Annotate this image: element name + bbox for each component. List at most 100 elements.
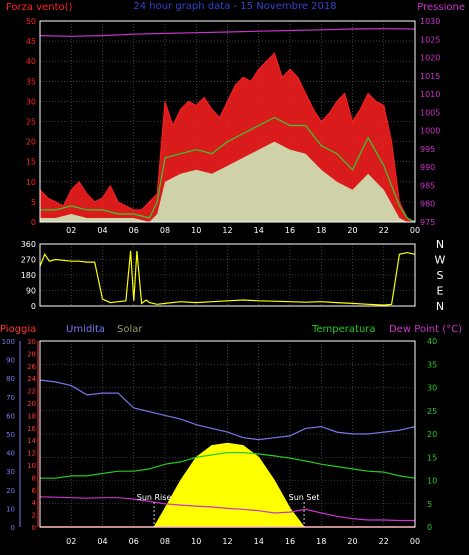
humidity-tick: 100 — [2, 338, 15, 346]
wind-panel-hour-tick: 12 — [222, 226, 232, 235]
rain-label: Pioggia — [0, 324, 36, 335]
temperature-label: Temperatura — [311, 324, 376, 335]
humidity-tick: 10 — [6, 505, 15, 513]
rain-tick: 28 — [27, 350, 36, 358]
wind-speed-tick: 35 — [26, 77, 36, 86]
rain-tick: 8 — [32, 474, 36, 482]
wind-panel-title: 24 hour graph data - 15 Novembre 2018 — [133, 1, 336, 12]
temperature-tick: 35 — [427, 360, 437, 369]
temperature-tick: 20 — [427, 430, 437, 439]
wind-speed-tick: 15 — [26, 158, 36, 167]
rain-tick: 6 — [32, 487, 37, 495]
wind-panel-hour-tick: 22 — [379, 226, 389, 235]
compass-label: W — [435, 254, 446, 267]
wind-panel-hour-tick: 02 — [66, 226, 76, 235]
wind-panel-hour-tick: 00 — [410, 226, 420, 235]
rain-tick: 0 — [32, 524, 36, 532]
sunset-label: Sun Set — [289, 493, 320, 502]
wind-speed-tick: 45 — [26, 37, 36, 46]
compass-label: N — [436, 300, 444, 313]
humidity-label: Umidita — [66, 324, 105, 335]
pressure-tick: 1000 — [420, 127, 440, 136]
climate-panel-hour-tick: 16 — [285, 537, 295, 546]
wind-panel-hour-tick: 14 — [254, 226, 264, 235]
humidity-line — [39, 379, 416, 441]
wind-axis-label: Forza vento() — [6, 2, 73, 13]
climate-panel-hour-tick: 06 — [129, 537, 139, 546]
pressure-line — [39, 28, 416, 37]
rain-tick: 24 — [27, 375, 36, 383]
climate-panel-hour-tick: 04 — [97, 537, 107, 546]
compass-label: E — [437, 285, 444, 298]
wind-speed-tick: 5 — [31, 198, 36, 207]
climate-panel-hour-tick: 12 — [222, 537, 232, 546]
wind-panel-frame — [39, 20, 416, 223]
climate-panel-hour-tick: 14 — [254, 537, 264, 546]
temperature-tick: 5 — [427, 500, 432, 509]
humidity-tick: 80 — [6, 375, 15, 383]
rain-tick: 14 — [27, 437, 36, 445]
rain-tick: 26 — [27, 363, 36, 371]
pressure-tick: 1020 — [420, 54, 440, 63]
wind-panel-hour-tick: 08 — [160, 226, 170, 235]
rain-tick: 18 — [27, 412, 36, 420]
pressure-tick: 1030 — [420, 17, 440, 26]
wind-direction-line — [39, 250, 416, 306]
temperature-line — [40, 452, 416, 479]
direction-degree-tick: 90 — [26, 287, 36, 296]
wind-panel-hour-tick: 04 — [97, 226, 107, 235]
temperature-tick: 15 — [427, 453, 437, 462]
humidity-tick: 30 — [6, 468, 15, 476]
rain-tick: 16 — [27, 425, 36, 433]
pressure-tick: 1025 — [420, 35, 440, 44]
wind-avg-line — [40, 116, 416, 223]
dew-point-label: Dew Point (°C) — [389, 324, 462, 335]
climate-panel-hour-tick: 08 — [160, 537, 170, 546]
climate-panel-hour-tick: 10 — [191, 537, 201, 546]
wind-speed-tick: 20 — [26, 138, 36, 147]
wind-panel-hour-tick: 06 — [129, 226, 139, 235]
rain-tick: 30 — [27, 338, 36, 346]
wind-panel-hour-tick: 16 — [285, 226, 295, 235]
sunrise-label: Sun Rise — [137, 493, 172, 502]
climate-panel-hour-tick: 00 — [410, 537, 420, 546]
climate-panel-hour-tick: 02 — [66, 537, 76, 546]
wind-speed-tick: 0 — [31, 218, 36, 227]
wind-panel-hour-tick: 18 — [316, 226, 326, 235]
humidity-tick: 50 — [6, 431, 15, 439]
wind-speed-tick: 40 — [26, 57, 36, 66]
direction-panel-frame — [39, 243, 416, 307]
rain-tick: 12 — [27, 450, 36, 458]
wind-speed-tick: 10 — [26, 178, 36, 187]
climate-panel-frame — [39, 340, 416, 528]
direction-degree-tick: 270 — [21, 256, 36, 265]
pressure-tick: 990 — [420, 163, 435, 172]
pressure-axis-label: Pressione — [417, 2, 465, 13]
humidity-tick: 40 — [6, 450, 15, 458]
rain-tick: 22 — [27, 388, 36, 396]
solar-label: Solar — [117, 324, 143, 335]
rain-tick: 4 — [32, 499, 37, 507]
wind-panel-hour-tick: 10 — [191, 226, 201, 235]
temperature-tick: 0 — [427, 523, 432, 532]
pressure-tick: 995 — [420, 145, 435, 154]
humidity-tick: 70 — [6, 394, 15, 402]
pressure-tick: 975 — [420, 218, 435, 227]
wind-panel-hour-tick: 20 — [347, 226, 357, 235]
humidity-tick: 20 — [6, 487, 15, 495]
pressure-tick: 980 — [420, 200, 435, 209]
temperature-tick: 30 — [427, 384, 437, 393]
wind-speed-tick: 30 — [26, 97, 36, 106]
climate-panel-hour-tick: 22 — [379, 537, 389, 546]
humidity-tick: 90 — [6, 357, 15, 365]
wind-speed-tick: 50 — [26, 17, 36, 26]
direction-degree-tick: 360 — [21, 240, 36, 249]
wind-speed-tick: 25 — [26, 118, 36, 127]
climate-panel-hour-tick: 20 — [347, 537, 357, 546]
climate-panel-hour-tick: 18 — [316, 537, 326, 546]
direction-degree-tick: 180 — [21, 271, 36, 280]
pressure-tick: 1010 — [420, 90, 440, 99]
pressure-tick: 1005 — [420, 108, 440, 117]
rain-tick: 2 — [32, 512, 36, 520]
